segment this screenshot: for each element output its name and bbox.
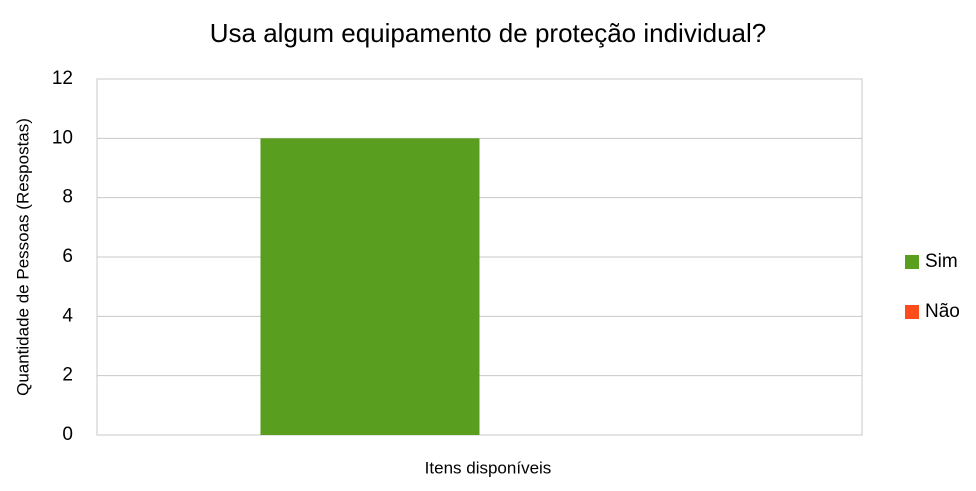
y-tick-label: 2 (62, 365, 73, 386)
y-tick-label: 8 (62, 187, 73, 208)
y-tick-label: 4 (62, 305, 73, 326)
bar (260, 138, 480, 436)
y-axis-label: Quantidade de Pessoas (Respostas) (13, 118, 32, 396)
legend-label: Não (925, 301, 960, 322)
x-axis-label: Itens disponíveis (425, 458, 552, 477)
legend-swatch (905, 255, 919, 269)
y-tick-label: 0 (62, 424, 73, 445)
legend-label: Sim (925, 251, 958, 272)
y-tick-label: 6 (62, 246, 73, 267)
y-tick-label: 10 (52, 127, 73, 148)
y-tick-label: 12 (52, 68, 73, 89)
chart-title: Usa algum equipamento de proteção indivi… (210, 18, 766, 48)
legend-swatch (905, 305, 919, 319)
